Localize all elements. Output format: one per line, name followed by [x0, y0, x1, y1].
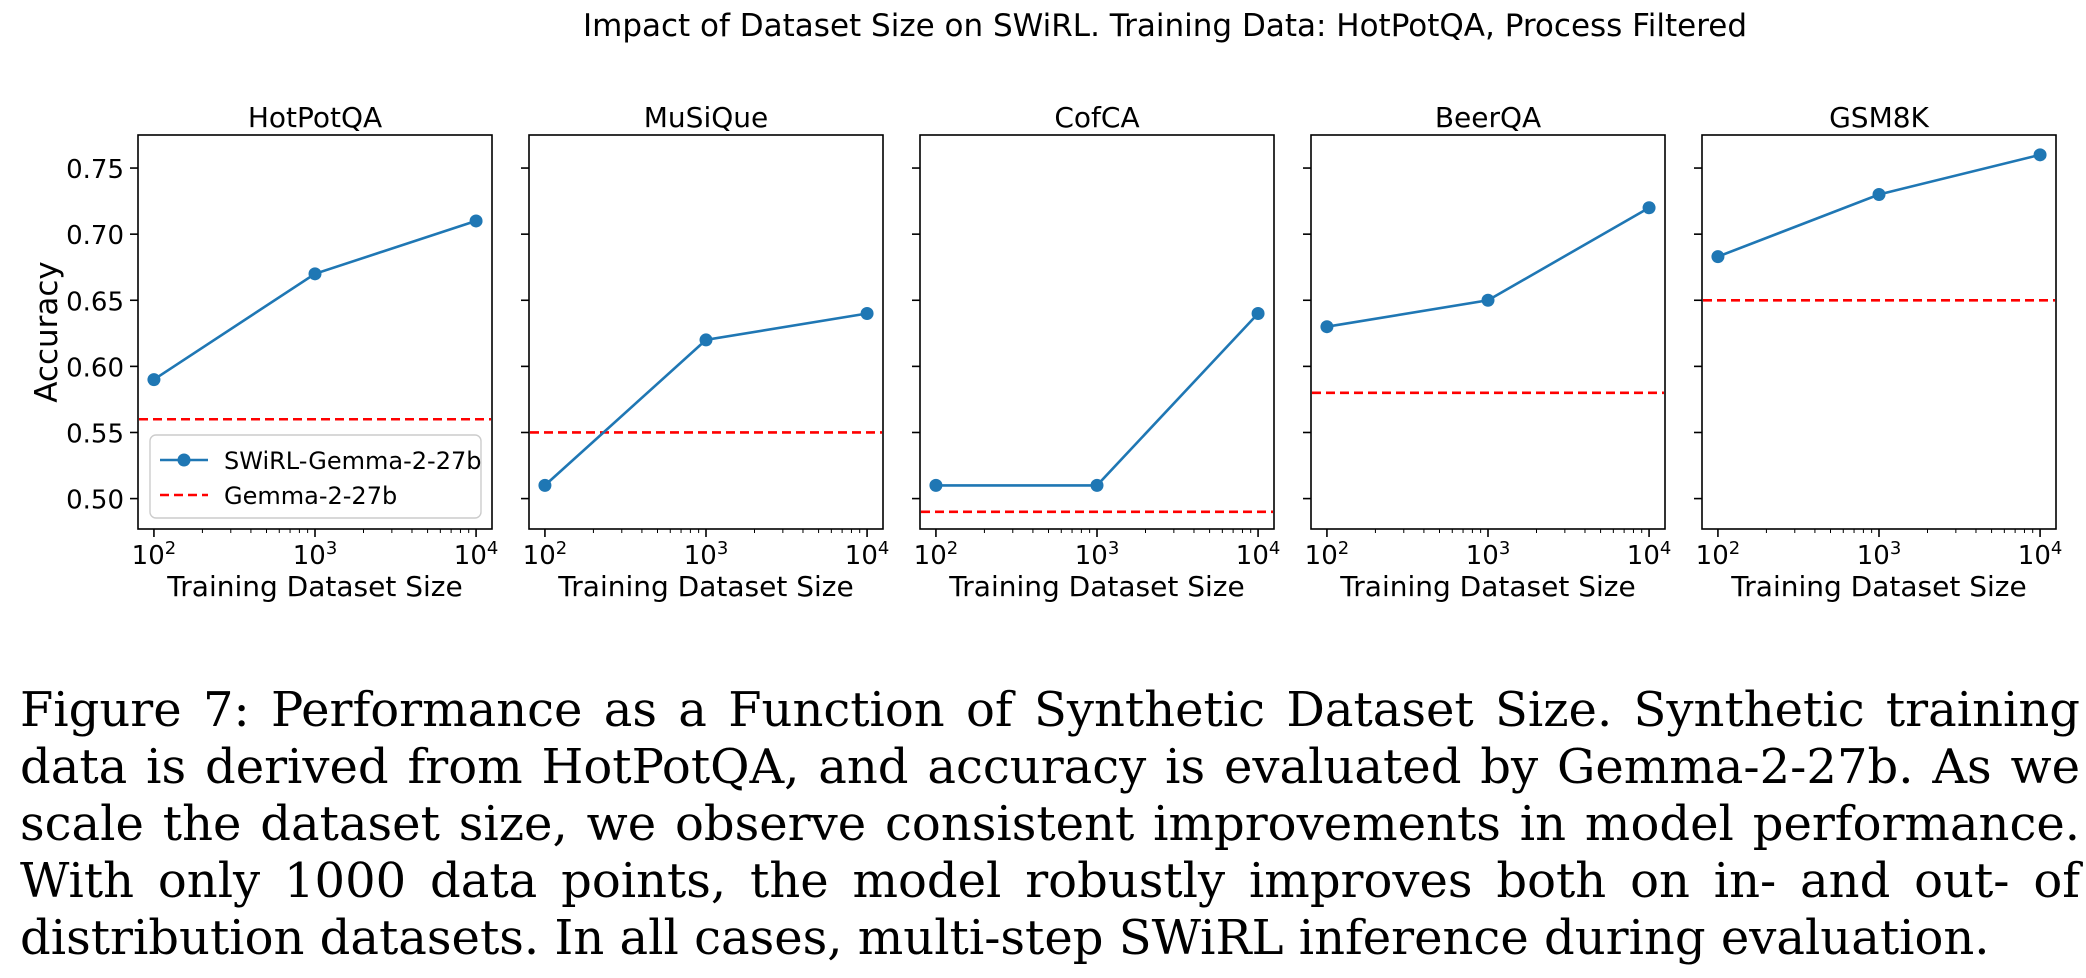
data-point: [1481, 293, 1495, 307]
panel-beerqa: 102 103 104 BeerQA Training Dataset Size: [1303, 101, 1671, 603]
data-point: [1320, 320, 1334, 334]
data-point: [1090, 478, 1104, 492]
x-tick-label: 103: [1466, 538, 1511, 571]
x-tick-label: 104: [1236, 538, 1281, 571]
legend: SWiRL-Gemma-2-27b Gemma-2-27b: [149, 434, 482, 519]
x-tick-label: 102: [914, 538, 959, 571]
y-tick-label: 0.70: [66, 221, 124, 251]
legend-label-gemma: Gemma-2-27b: [224, 482, 397, 510]
panel-title: HotPotQA: [248, 101, 382, 134]
x-tick-label: 102: [132, 538, 177, 571]
panel-cofca: 102 103 104 CofCA Training Dataset Size: [912, 101, 1280, 603]
legend-marker-swirl: [177, 453, 191, 467]
series-line: [935, 312, 1260, 487]
figure-suptitle: Impact of Dataset Size on SWiRL. Trainin…: [583, 8, 1747, 44]
data-point: [1642, 201, 1656, 215]
panel-hotpotqa: 0.50 0.55 0.60 0.65 0.70 0.75 102 103 104 HotPotQ…: [29, 101, 498, 603]
data-point: [699, 333, 713, 347]
x-axis-label: Training Dataset Size: [557, 570, 853, 603]
x-tick-label: 103: [684, 538, 729, 571]
panel-musique: 102 103 104 MuSiQue Training Dataset Size: [521, 101, 889, 603]
legend-label-swirl: SWiRL-Gemma-2-27b: [224, 447, 481, 475]
axes-frame: [919, 134, 1275, 530]
data-point: [1872, 187, 1886, 201]
figure-caption: Figure 7: Performance as a Function of S…: [20, 682, 2080, 966]
panel-title: BeerQA: [1435, 101, 1541, 134]
x-tick-label: 102: [1305, 538, 1350, 571]
x-tick-label: 104: [454, 538, 499, 571]
x-tick-label: 104: [845, 538, 890, 571]
data-point: [538, 478, 552, 492]
x-tick-label: 103: [1075, 538, 1120, 571]
y-tick-label: 0.50: [66, 486, 124, 516]
x-axis-label: Training Dataset Size: [166, 570, 462, 603]
y-tick-label: 0.60: [66, 353, 124, 383]
x-axis-label: Training Dataset Size: [1339, 570, 1635, 603]
x-tick-label: 103: [293, 538, 338, 571]
data-point: [147, 373, 161, 387]
y-axis-label: Accuracy: [29, 261, 65, 403]
data-point: [1251, 306, 1265, 320]
series-line: [1717, 153, 2041, 258]
panel-title: GSM8K: [1829, 101, 1929, 134]
series-line: [153, 219, 477, 381]
x-axis-label: Training Dataset Size: [1730, 570, 2026, 603]
panel-title: CofCA: [1054, 101, 1139, 134]
panel-gsm8k: 102 103 104 GSM8K Training Dataset Size: [1694, 101, 2062, 603]
x-tick-label: 103: [1857, 538, 1902, 571]
y-tick-label: 0.75: [66, 155, 124, 185]
data-point: [860, 306, 874, 320]
data-point: [308, 267, 322, 281]
figure: Impact of Dataset Size on SWiRL. Trainin…: [29, 8, 2062, 603]
y-tick-label: 0.65: [66, 287, 124, 317]
series-line: [1326, 206, 1650, 328]
y-tick-label: 0.55: [66, 419, 124, 449]
data-point: [929, 478, 943, 492]
x-tick-label: 104: [1627, 538, 1672, 571]
x-tick-label: 104: [2018, 538, 2063, 571]
axes-frame: [528, 134, 884, 530]
x-tick-label: 102: [1696, 538, 1741, 571]
data-point: [2033, 148, 2047, 162]
x-axis-label: Training Dataset Size: [948, 570, 1244, 603]
x-tick-label: 102: [523, 538, 568, 571]
legend-box: [149, 434, 482, 519]
axes-frame: [1310, 134, 1666, 530]
panel-title: MuSiQue: [644, 101, 768, 134]
data-point: [1711, 250, 1725, 264]
data-point: [469, 214, 483, 228]
